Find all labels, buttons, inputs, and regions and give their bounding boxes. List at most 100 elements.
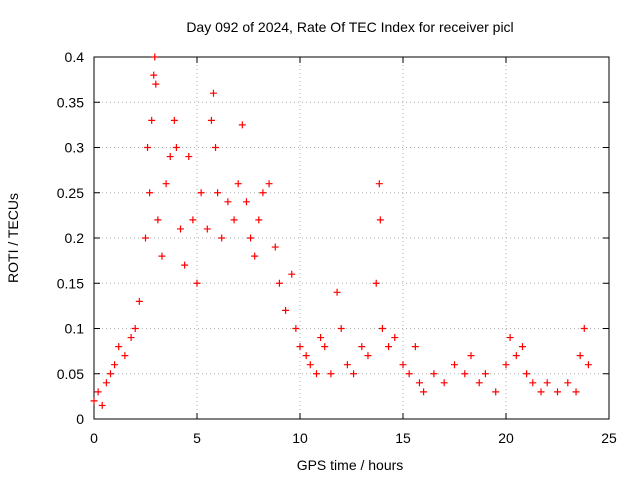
data-point-marker: [372, 279, 380, 287]
x-tick-label: 20: [498, 430, 514, 446]
plot-area-frame: [93, 56, 610, 420]
y-tick-label: 0: [76, 411, 84, 427]
data-point-marker: [151, 53, 159, 61]
data-point-marker: [420, 388, 428, 396]
data-point-marker: [580, 325, 588, 332]
data-point-marker: [385, 343, 393, 351]
data-point-marker: [150, 71, 158, 79]
data-point-marker: [251, 252, 259, 260]
data-point-marker: [364, 352, 372, 360]
data-point-marker: [405, 370, 413, 378]
data-point-marker: [148, 116, 156, 124]
data-point-marker: [166, 153, 174, 161]
data-point-marker: [327, 370, 335, 378]
data-point-marker: [584, 361, 592, 369]
data-point-marker: [306, 361, 314, 369]
data-point-marker: [502, 361, 510, 369]
data-point-marker: [111, 361, 119, 369]
data-point-marker: [230, 216, 238, 224]
data-point-marker: [282, 306, 290, 314]
data-point-marker: [172, 144, 180, 151]
data-point-marker: [391, 334, 399, 342]
data-point-marker: [312, 370, 320, 378]
data-point-marker: [255, 216, 263, 224]
data-point-marker: [572, 388, 580, 396]
data-point-marker: [94, 388, 102, 396]
data-point-marker: [181, 261, 189, 269]
data-point-marker: [214, 189, 222, 197]
data-point-marker: [90, 397, 98, 405]
data-point-marker: [343, 361, 351, 369]
data-point-marker: [506, 334, 514, 342]
y-tick-label: 0.4: [65, 49, 85, 65]
data-point-marker: [376, 216, 384, 224]
data-point-marker: [209, 89, 217, 97]
data-point-marker: [265, 180, 273, 188]
y-tick-label: 0.2: [65, 230, 85, 246]
data-point-marker: [247, 234, 255, 242]
y-tick-label: 0.35: [57, 94, 84, 110]
data-point-marker: [337, 325, 345, 332]
data-point-marker: [554, 388, 561, 396]
y-tick-label: 0.3: [65, 140, 85, 156]
data-point-marker: [203, 225, 211, 233]
data-point-marker: [475, 379, 483, 387]
data-point-marker: [197, 189, 205, 197]
y-axis-label: ROTI / TECUs: [5, 193, 21, 283]
data-point-marker: [523, 370, 531, 378]
data-point-marker: [529, 379, 537, 387]
data-point-marker: [288, 270, 296, 278]
data-point-marker: [350, 370, 358, 378]
data-point-marker: [152, 80, 160, 88]
data-point-marker: [127, 334, 135, 342]
data-point-marker: [238, 121, 246, 129]
y-tick-label: 0.1: [65, 321, 85, 337]
data-point-marker: [333, 288, 341, 296]
data-point-marker: [358, 343, 366, 351]
data-point-marker: [177, 225, 185, 233]
data-points: [90, 53, 592, 409]
data-point-marker: [399, 361, 407, 369]
data-point-marker: [158, 252, 166, 260]
x-tick-label: 5: [193, 430, 201, 446]
data-point-marker: [142, 234, 149, 242]
data-point-marker: [185, 153, 193, 161]
grid-lines: [94, 57, 609, 419]
data-point-marker: [512, 352, 520, 360]
data-point-marker: [467, 352, 475, 360]
data-point-marker: [144, 144, 152, 151]
data-point-marker: [317, 334, 325, 342]
data-point-marker: [296, 343, 304, 351]
data-point-marker: [564, 379, 572, 387]
data-point-marker: [106, 370, 114, 378]
data-point-marker: [135, 297, 143, 305]
data-point-marker: [170, 116, 178, 124]
data-point-marker: [189, 216, 197, 224]
data-point-marker: [576, 352, 584, 360]
data-point-marker: [302, 352, 310, 360]
data-point-marker: [224, 198, 232, 206]
x-axis-label: GPS time / hours: [297, 457, 404, 473]
x-tick-label: 10: [292, 430, 308, 446]
x-tick-label: 25: [601, 430, 617, 446]
data-point-marker: [481, 370, 489, 378]
data-point-marker: [411, 343, 419, 351]
x-tick-label: 0: [90, 430, 98, 446]
data-point-marker: [115, 343, 123, 351]
data-point-marker: [492, 388, 500, 396]
data-point-marker: [131, 325, 139, 332]
data-point-marker: [162, 180, 170, 188]
data-point-marker: [375, 180, 383, 188]
data-point-marker: [242, 198, 250, 206]
data-point-marker: [234, 180, 242, 188]
data-point-marker: [154, 216, 162, 224]
data-point-marker: [430, 370, 438, 378]
y-tick-label: 0.25: [57, 185, 84, 201]
data-point-marker: [321, 343, 329, 351]
data-point-marker: [461, 370, 469, 378]
data-point-marker: [440, 379, 448, 387]
data-point-marker: [193, 279, 201, 287]
y-tick-label: 0.15: [57, 275, 84, 291]
y-tick-label: 0.05: [57, 366, 84, 382]
